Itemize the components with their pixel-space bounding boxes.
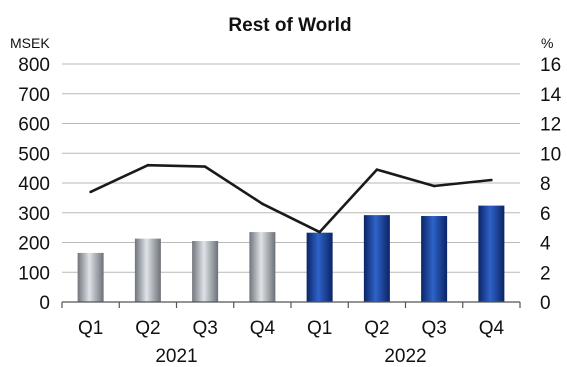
left-tick-label: 500	[18, 144, 50, 165]
left-tick-label: 100	[18, 263, 50, 284]
gridlines	[62, 63, 520, 273]
right-axis-unit: %	[541, 35, 553, 51]
year-label: 2021	[155, 346, 197, 367]
bar	[478, 205, 505, 302]
left-tick-label: 200	[18, 234, 50, 255]
right-tick-label: 2	[540, 263, 551, 284]
year-label: 2022	[384, 346, 426, 367]
right-axis-ticks: 0 2 4 6 8 10 12 14 16	[540, 55, 562, 314]
right-tick-label: 10	[540, 144, 561, 165]
line-point	[318, 230, 321, 234]
line-point	[146, 163, 150, 167]
category-label: Q1	[78, 318, 103, 339]
category-labels: Q1 Q2 Q3 Q4 Q1 Q2 Q3 Q4	[78, 318, 505, 339]
left-tick-label: 700	[18, 85, 50, 106]
bar	[249, 232, 276, 302]
line-point	[432, 184, 436, 188]
left-axis-ticks: 0 100 200 300 400 500 600 700 800	[18, 55, 50, 314]
category-label: Q2	[364, 318, 389, 339]
category-label: Q4	[250, 318, 276, 339]
category-label: Q4	[479, 318, 505, 339]
bar	[363, 215, 390, 302]
right-tick-label: 4	[540, 234, 551, 255]
line-point	[261, 202, 264, 206]
left-tick-label: 600	[18, 115, 50, 136]
category-label: Q3	[192, 318, 217, 339]
right-tick-label: 12	[540, 115, 561, 136]
bar	[421, 216, 448, 302]
line-point	[203, 165, 207, 168]
right-tick-label: 16	[540, 55, 561, 76]
bar	[192, 241, 219, 302]
bars	[77, 205, 505, 302]
right-tick-label: 6	[540, 204, 551, 225]
bar	[134, 238, 161, 302]
category-label: Q2	[135, 318, 160, 339]
left-tick-label: 0	[39, 293, 50, 314]
line-series-path	[90, 163, 492, 234]
right-tick-label: 8	[540, 174, 551, 195]
category-label: Q3	[421, 318, 446, 339]
chart-title: Rest of World	[228, 15, 351, 36]
left-tick-label: 800	[18, 55, 50, 76]
bar	[77, 252, 104, 302]
x-axis	[61, 301, 521, 308]
left-axis-unit: MSEK	[10, 35, 50, 51]
bar	[306, 232, 333, 302]
line-point	[89, 190, 92, 194]
left-tick-label: 400	[18, 174, 50, 195]
right-tick-label: 0	[540, 293, 551, 314]
line-point	[490, 178, 493, 182]
line-point	[375, 168, 379, 171]
left-tick-label: 300	[18, 204, 50, 225]
line-series	[89, 163, 493, 234]
right-tick-label: 14	[540, 85, 562, 106]
year-labels: 2021 2022	[155, 346, 426, 367]
category-label: Q1	[307, 318, 332, 339]
